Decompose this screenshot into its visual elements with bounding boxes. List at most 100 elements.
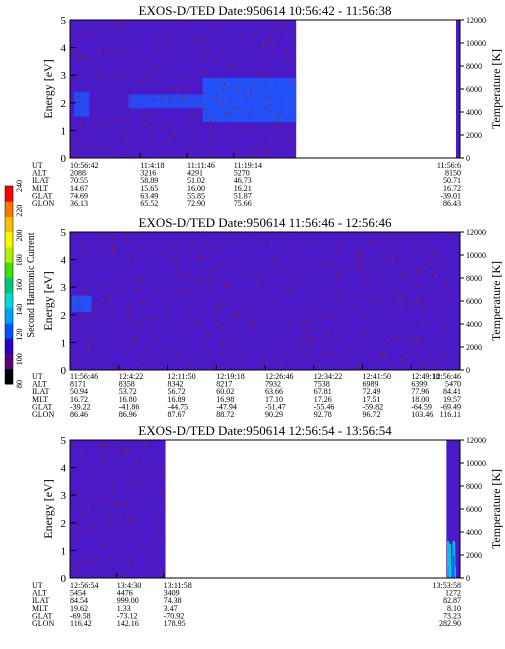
row-value: -44.75 — [168, 402, 189, 411]
noise-speck — [305, 319, 307, 323]
noise-speck — [150, 348, 152, 351]
row-value: 77.96 — [411, 387, 429, 396]
noise-speckles — [70, 20, 296, 158]
noise-speck — [125, 109, 127, 111]
noise-speck — [400, 236, 402, 239]
noise-speck — [92, 281, 94, 284]
noise-speck — [92, 487, 94, 491]
noise-speck — [229, 111, 231, 114]
noise-speck — [121, 272, 123, 274]
noise-speck — [255, 309, 257, 312]
noise-speck — [159, 474, 161, 477]
noise-speck — [210, 122, 212, 124]
noise-speck — [136, 123, 138, 126]
noise-speck — [182, 263, 184, 265]
noise-speck — [243, 89, 245, 92]
noise-speck — [276, 358, 278, 361]
noise-speck — [272, 45, 274, 49]
noise-speck — [348, 365, 350, 369]
noise-speck — [259, 113, 261, 116]
noise-speck — [378, 349, 380, 351]
noise-speck — [112, 244, 114, 246]
noise-speck — [307, 330, 309, 333]
noise-speck — [161, 467, 163, 470]
noise-speck — [236, 86, 238, 89]
noise-speck — [159, 22, 161, 25]
noise-speck — [224, 283, 226, 287]
y-tick-label: 0 — [61, 365, 67, 377]
noise-speck — [160, 299, 162, 302]
noise-speck — [88, 508, 90, 512]
noise-speck — [274, 294, 276, 296]
noise-speck — [434, 271, 436, 273]
noise-speck — [328, 337, 330, 340]
noise-speck — [164, 569, 166, 573]
row-value: 56.72 — [168, 387, 186, 396]
noise-speck — [213, 294, 215, 296]
noise-speck — [154, 355, 156, 358]
row-value: 58.89 — [140, 176, 158, 185]
y-tick-label: 0 — [61, 153, 67, 165]
noise-speck — [272, 354, 274, 356]
noise-speck — [126, 50, 128, 53]
noise-speck — [229, 242, 231, 245]
noise-speckles — [70, 232, 460, 371]
row-value: 75.66 — [234, 199, 252, 208]
row-value: 11:56:46 — [70, 372, 98, 381]
noise-speck — [260, 362, 262, 364]
noise-speck — [411, 265, 413, 267]
colorbar-segment — [5, 186, 13, 202]
noise-speck — [116, 100, 118, 103]
noise-speck — [262, 352, 264, 355]
noise-speck — [262, 41, 264, 44]
noise-speck — [267, 39, 269, 42]
row-value: 6989 — [363, 380, 379, 389]
row-value: 72.49 — [363, 387, 381, 396]
noise-speck — [127, 466, 129, 469]
noise-speck — [161, 127, 163, 130]
noise-speck — [103, 486, 105, 489]
noise-speck — [192, 113, 194, 116]
noise-speck — [111, 133, 113, 136]
noise-speck — [158, 531, 160, 535]
noise-speck — [105, 240, 107, 244]
noise-speck — [102, 298, 104, 301]
noise-speck — [323, 352, 325, 356]
noise-speck — [259, 57, 261, 60]
noise-speck — [206, 237, 208, 240]
noise-speck — [98, 358, 100, 360]
noise-speck — [100, 47, 102, 50]
noise-speck — [427, 261, 429, 264]
noise-speck — [284, 266, 286, 269]
noise-speck — [420, 240, 422, 244]
noise-speck — [162, 315, 164, 319]
noise-speck — [324, 255, 326, 257]
noise-speck — [85, 317, 87, 319]
noise-speck — [292, 313, 294, 315]
colorbar-tick-label: 120 — [15, 329, 24, 341]
noise-speck — [209, 360, 211, 363]
noise-speck — [325, 298, 327, 300]
noise-speck — [100, 35, 102, 38]
noise-speck — [122, 539, 124, 542]
noise-speck — [105, 146, 107, 150]
noise-speck — [95, 88, 97, 91]
noise-speck — [267, 316, 269, 319]
noise-speck — [196, 305, 198, 308]
noise-speck — [450, 328, 452, 330]
noise-speck — [104, 481, 106, 483]
noise-speck — [119, 448, 121, 452]
noise-speck — [358, 264, 360, 268]
noise-speck — [268, 293, 270, 295]
noise-speck — [431, 271, 433, 275]
noise-speck — [379, 317, 381, 320]
noise-speck — [129, 307, 131, 310]
noise-speck — [262, 45, 264, 48]
noise-speck — [249, 310, 251, 312]
noise-speck — [103, 462, 105, 465]
y-tick-label: 5 — [61, 15, 67, 27]
noise-speck — [451, 243, 453, 246]
noise-speck — [117, 514, 119, 517]
noise-speck — [199, 293, 201, 296]
noise-speck — [218, 259, 220, 262]
